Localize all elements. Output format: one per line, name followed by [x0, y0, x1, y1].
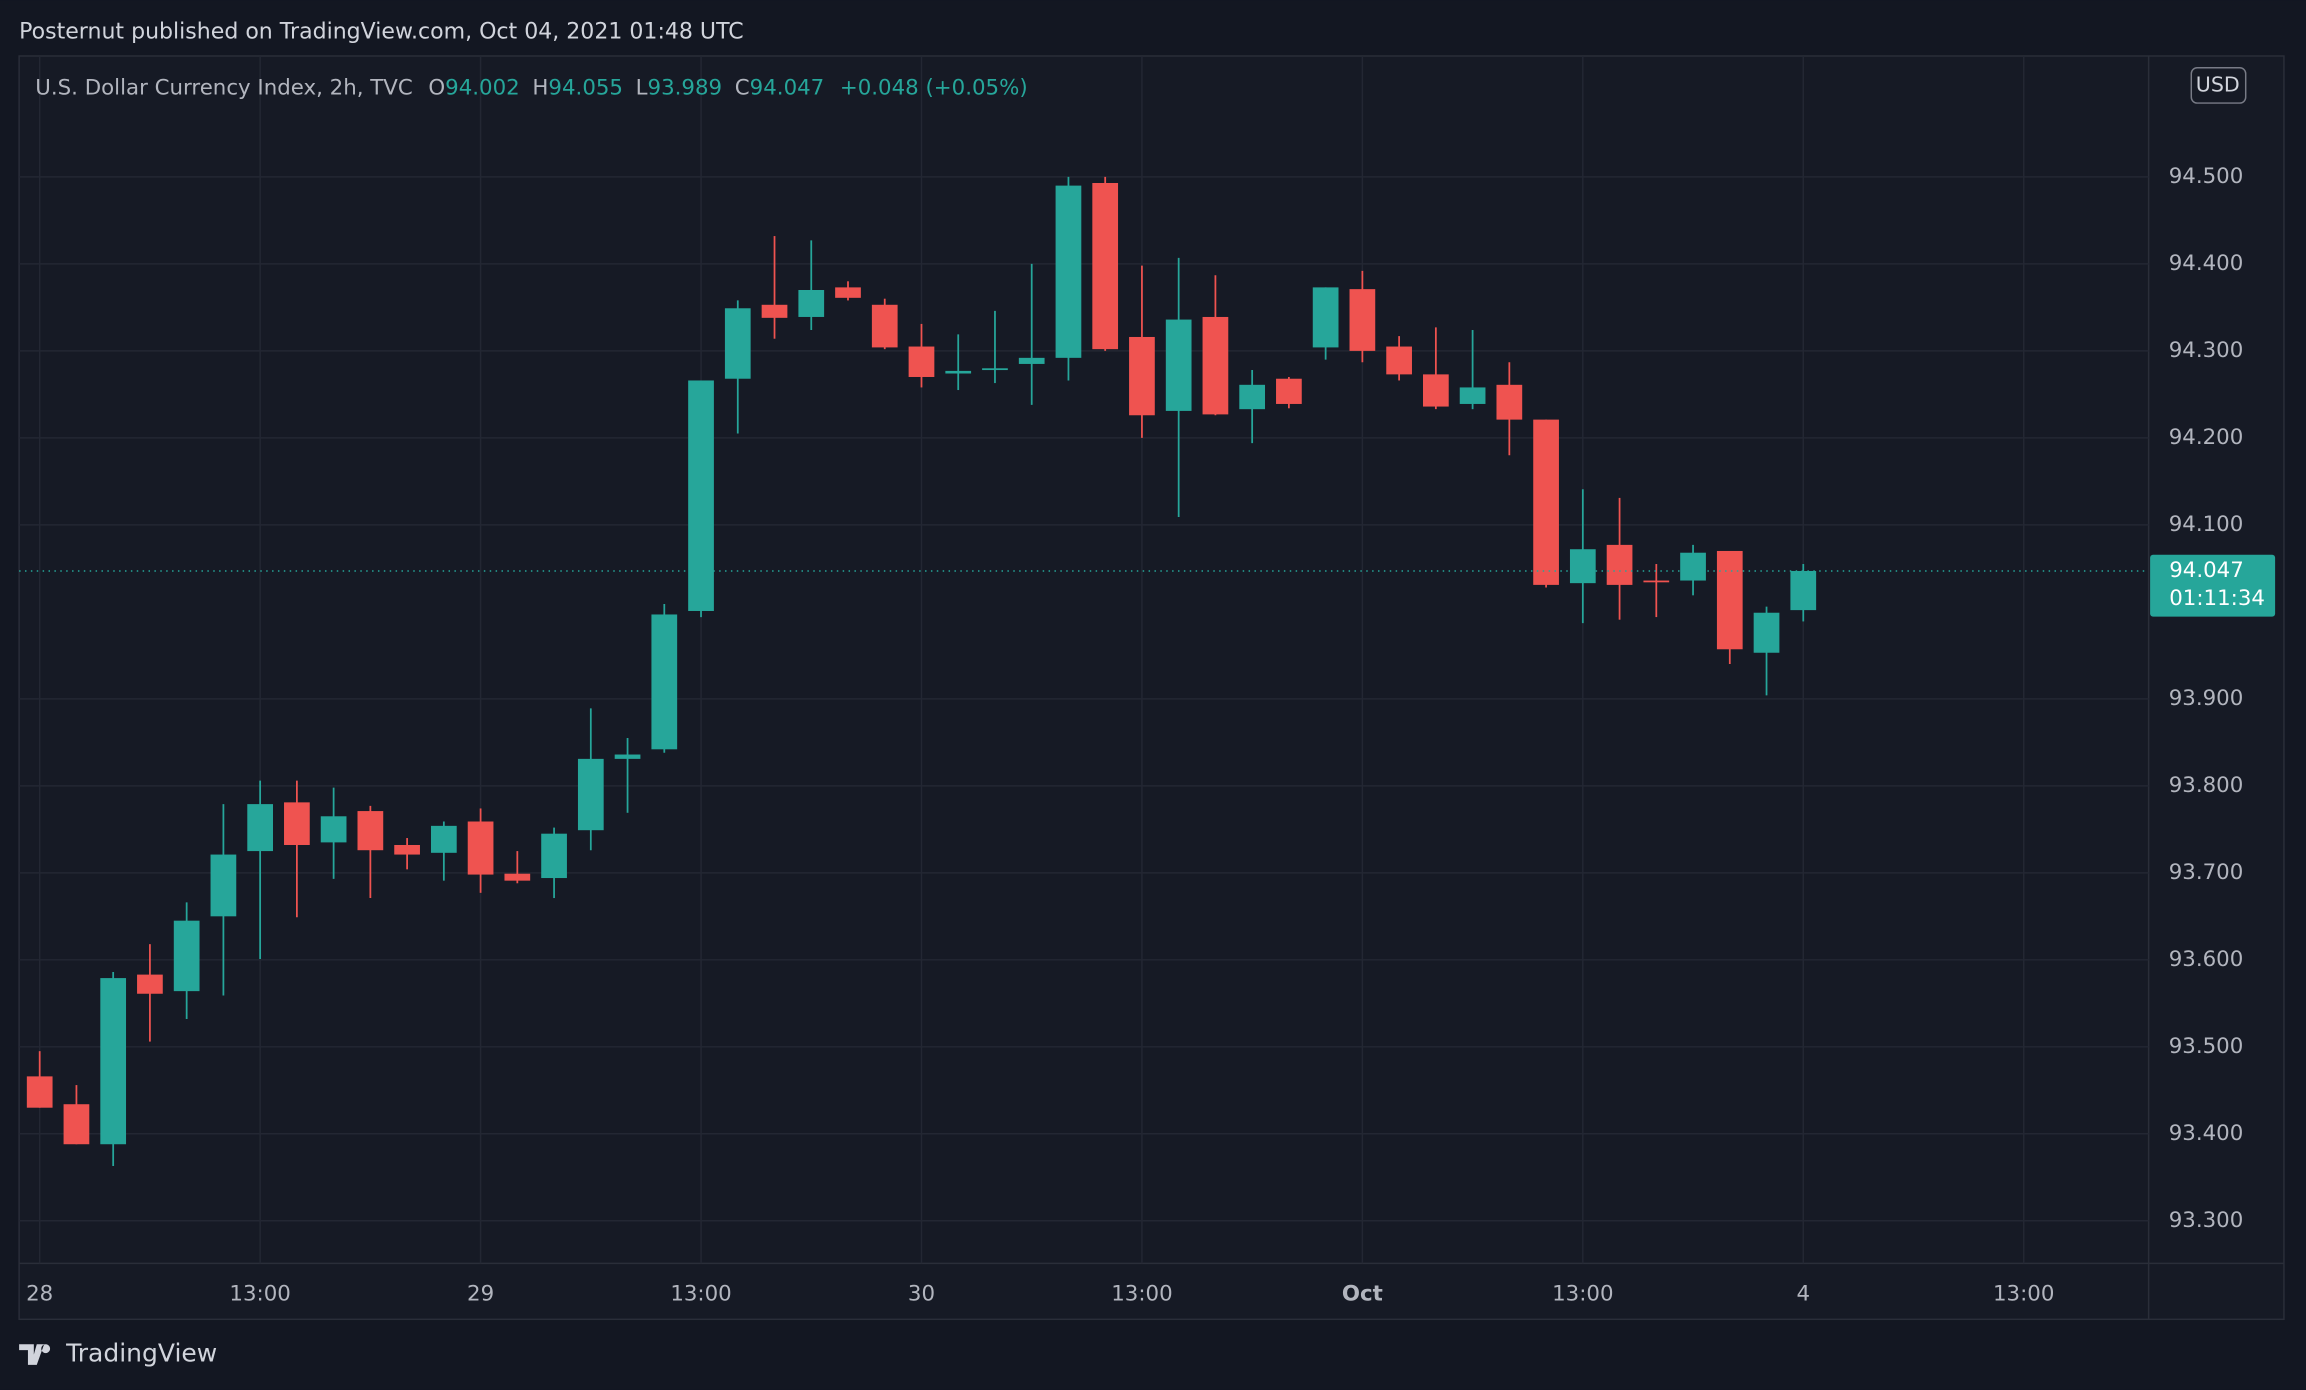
publisher: Posternut published on TradingView.com, … [19, 19, 744, 44]
candle-body [320, 816, 347, 843]
candle-body [173, 920, 200, 992]
candle-body [284, 802, 310, 845]
x-tick-label: 28 [26, 1281, 53, 1306]
candle-body [1239, 384, 1266, 410]
y-tick-label: 93.300 [2169, 1208, 2244, 1233]
candle-body [63, 1104, 90, 1145]
candle-body [394, 844, 420, 855]
candle-body [1312, 287, 1339, 348]
candle-body [1569, 549, 1596, 584]
candle-body [577, 758, 604, 831]
candle-body [1092, 183, 1119, 350]
x-tick-label: 29 [467, 1281, 494, 1306]
x-tick-label: 13:00 [1552, 1281, 1613, 1306]
candle-body [1606, 544, 1633, 585]
last-price: 94.047 [2169, 558, 2244, 583]
candle-body [247, 804, 274, 852]
value: 94.055 [548, 75, 623, 100]
candle-body [467, 821, 494, 875]
label: H [532, 75, 548, 100]
y-tick-label: 93.900 [2169, 686, 2244, 711]
candle-body [1459, 387, 1486, 404]
x-tick-label: 13:00 [670, 1281, 731, 1306]
legend: U.S. Dollar Currency Index, 2h, TVC O94.… [35, 75, 1027, 100]
currency-badge[interactable] [2190, 67, 2247, 104]
pane [18, 55, 2285, 1321]
candle-body [1680, 552, 1706, 581]
value: 94.002 [445, 75, 520, 100]
y-tick-label: 94.300 [2169, 338, 2244, 363]
logo-icon [19, 1344, 51, 1365]
y-tick-label: 93.400 [2169, 1121, 2244, 1146]
y-tick-label: 93.500 [2169, 1034, 2244, 1059]
value: 93.989 [648, 75, 723, 100]
y-tick-label: 94.400 [2169, 251, 2244, 276]
candle-body [137, 974, 163, 994]
value: 94.047 [750, 75, 825, 100]
candle-body [541, 833, 567, 879]
x-tick-label: 13:00 [1993, 1281, 2054, 1306]
candle-body [761, 304, 788, 318]
candle-body [908, 346, 935, 377]
countdown: 01:11:34 [2169, 586, 2265, 611]
candle-body [430, 825, 457, 853]
title: U.S. Dollar Currency Index, 2h, TVC [35, 75, 412, 100]
label: C [735, 75, 750, 100]
y-tick-label: 94.500 [2169, 164, 2244, 189]
x-tick-label: Oct [1342, 1281, 1383, 1306]
candle-body [1018, 357, 1045, 364]
candle-body [1643, 580, 1670, 583]
candle-body [651, 614, 678, 750]
x-tick-label: 30 [908, 1281, 935, 1306]
candle-body [871, 304, 898, 348]
candle-body [1349, 289, 1376, 351]
candle-body [688, 380, 714, 611]
candle-body [1055, 185, 1082, 358]
x-tick-label: 4 [1796, 1281, 1810, 1306]
candle-body [100, 978, 127, 1145]
candle-body [1790, 570, 1817, 611]
candle-body [1129, 336, 1155, 416]
brand: TradingView [65, 1339, 217, 1368]
y-tick-label: 93.800 [2169, 773, 2244, 798]
candle-body [982, 368, 1008, 371]
change: +0.048 (+0.05%) [840, 75, 1028, 100]
candle-body [210, 854, 237, 917]
candle-body [504, 873, 531, 881]
candle-body [1202, 316, 1229, 415]
x-tick-label: 13:00 [229, 1281, 290, 1306]
candle-body [614, 754, 641, 759]
candle-body [26, 1076, 53, 1108]
y-tick-label: 94.200 [2169, 425, 2244, 450]
candle-body [1496, 384, 1523, 420]
y-tick-label: 93.700 [2169, 860, 2244, 885]
y-tick-label: 93.600 [2169, 947, 2244, 972]
candle-body [1533, 419, 1559, 585]
label: O [428, 75, 445, 100]
candle-body [1753, 612, 1780, 653]
candle-body [724, 308, 751, 379]
candle-body [1386, 346, 1412, 375]
candle-body [798, 289, 825, 317]
candle-body [835, 287, 861, 298]
logo [19, 1344, 51, 1365]
currency[interactable]: USD [2196, 72, 2240, 96]
candle-body [1423, 374, 1449, 407]
candle-body [357, 811, 384, 851]
candle-body [1276, 378, 1302, 404]
x-tick-label: 13:00 [1111, 1281, 1172, 1306]
candle-body [1716, 550, 1743, 650]
y-tick-label: 94.100 [2169, 512, 2244, 537]
candle-body [1165, 319, 1192, 411]
label: L [636, 75, 648, 100]
price-badge [2150, 554, 2276, 617]
candle-body [945, 370, 972, 374]
